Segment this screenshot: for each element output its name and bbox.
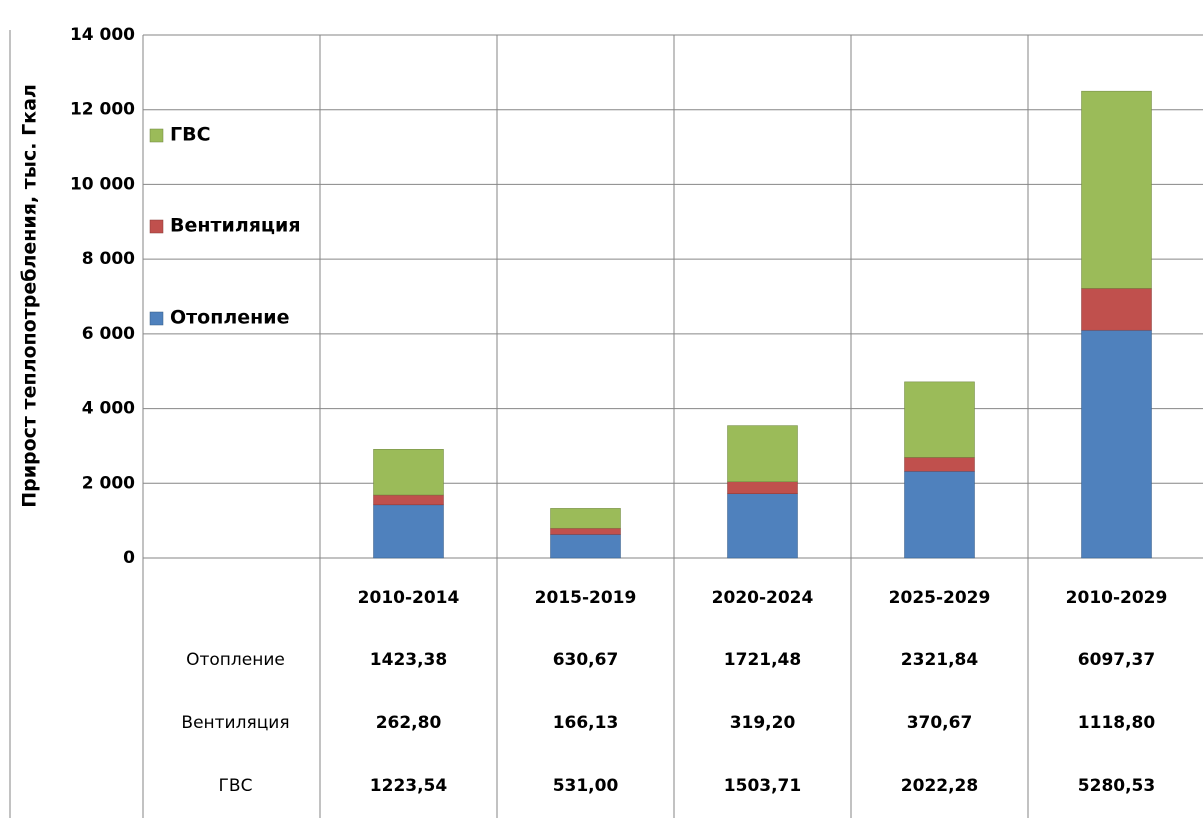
- y-tick-label: 10 000: [70, 174, 135, 194]
- table-cell: 6097,37: [1078, 650, 1155, 670]
- bar-segment: [904, 471, 975, 559]
- table-cell: 1118,80: [1078, 713, 1156, 733]
- y-tick-label: 6 000: [82, 324, 135, 344]
- table-cell: 630,67: [553, 650, 619, 670]
- legend-swatch: [149, 128, 164, 143]
- y-tick-label: 0: [123, 548, 135, 568]
- y-tick-label: 14 000: [70, 25, 135, 45]
- table-row-label: Отопление: [186, 650, 285, 670]
- table-cell: 2022,28: [901, 776, 978, 796]
- table-cell: 262,80: [376, 713, 442, 733]
- x-tick-label: 2010-2014: [358, 588, 460, 608]
- table-cell: 5280,53: [1078, 776, 1155, 796]
- table-cell: 531,00: [553, 776, 619, 796]
- table-cell: 166,13: [553, 713, 619, 733]
- legend-label: Отопление: [170, 307, 289, 329]
- bar-segment: [1081, 90, 1152, 289]
- x-tick-label: 2010-2029: [1066, 588, 1168, 608]
- legend-swatch: [149, 219, 164, 234]
- bar-segment: [1081, 288, 1152, 331]
- bar-segment: [373, 504, 444, 559]
- legend-label: ГВС: [170, 124, 211, 146]
- y-tick-label: 12 000: [70, 100, 135, 120]
- bar-segment: [550, 527, 621, 535]
- table-cell: 2321,84: [901, 650, 979, 670]
- legend-label: Вентиляция: [170, 215, 301, 237]
- x-tick-label: 2020-2024: [712, 588, 814, 608]
- bar-segment: [904, 457, 975, 472]
- bar-segment: [904, 381, 975, 458]
- bar-segment: [550, 534, 621, 559]
- bar-segment: [550, 508, 621, 529]
- y-tick-label: 8 000: [82, 249, 135, 269]
- table-row-label: ГВС: [219, 776, 253, 796]
- table-cell: 1721,48: [724, 650, 801, 670]
- bar-segment: [373, 449, 444, 496]
- x-tick-label: 2025-2029: [889, 588, 991, 608]
- table-cell: 319,20: [730, 713, 796, 733]
- bar-segment: [373, 494, 444, 506]
- table-cell: 1503,71: [724, 776, 801, 796]
- x-tick-label: 2015-2019: [535, 588, 637, 608]
- legend-swatch: [149, 311, 164, 326]
- table-cell: 1423,38: [370, 650, 447, 670]
- bar-segment: [1081, 329, 1152, 559]
- bar-segment: [727, 481, 798, 494]
- bar-segment: [727, 425, 798, 483]
- table-cell: 370,67: [907, 713, 973, 733]
- bar-segment: [727, 493, 798, 559]
- table-row-label: Вентиляция: [181, 713, 289, 733]
- y-tick-label: 2 000: [82, 473, 135, 493]
- y-axis-label: Прирост теплопотребления, тыс. Гкал: [19, 84, 41, 508]
- y-tick-label: 4 000: [82, 399, 135, 419]
- table-cell: 1223,54: [370, 776, 448, 796]
